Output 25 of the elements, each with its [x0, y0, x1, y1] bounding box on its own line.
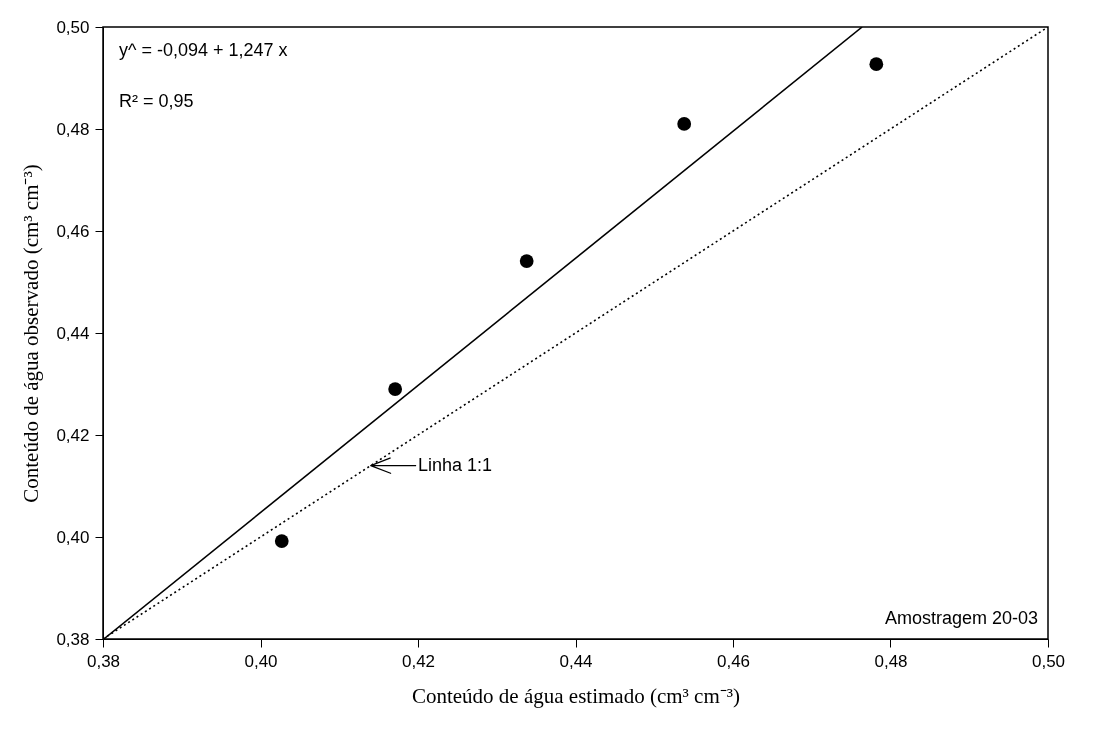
y-tick-label: 0,48 — [56, 119, 90, 139]
y-tick-label: 0,50 — [56, 17, 90, 37]
annotation: y^ = -0,094 + 1,247 x — [119, 40, 288, 60]
x-tick-label: 0,48 — [874, 651, 908, 671]
point — [869, 57, 884, 72]
y-tick-label: 0,38 — [56, 629, 90, 649]
y-tick-label: 0,42 — [56, 425, 90, 445]
x-tick-label: 0,50 — [1031, 651, 1066, 671]
x-axis-title: Conteúdo de água estimado (cm³ cm⁻³) — [411, 683, 741, 708]
annotation: Linha 1:1 — [418, 454, 493, 475]
x-tick-label: 0,42 — [401, 651, 436, 671]
x-tick-label: 0,40 — [244, 651, 278, 671]
y-tick-label: 0,46 — [56, 221, 90, 241]
y-tick-label: 0,40 — [56, 527, 90, 547]
y-axis-title: Conteúdo de água observado (cm³ cm⁻³) — [19, 164, 44, 503]
point — [388, 382, 403, 396]
point — [677, 117, 692, 131]
point — [519, 254, 534, 268]
x-tick-label: 0,38 — [86, 651, 121, 671]
y-tick-label: 0,44 — [56, 323, 90, 343]
annotation: R² = 0,95 — [119, 91, 194, 111]
x-tick-label: 0,46 — [716, 651, 751, 671]
x-tick-label: 0,44 — [559, 651, 593, 671]
point — [274, 534, 289, 548]
annotation: Amostragem 20-03 — [884, 608, 1038, 628]
